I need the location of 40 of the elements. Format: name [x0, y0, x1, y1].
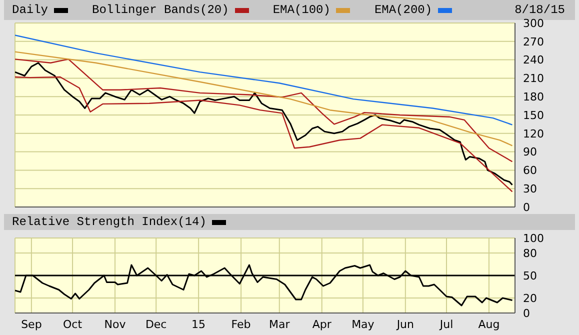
- x-tick-label: 15: [192, 318, 206, 331]
- x-tick-label: May: [352, 318, 375, 331]
- y-tick-label: 20: [523, 292, 537, 305]
- y-tick-label: 180: [523, 90, 544, 104]
- line-series: [15, 51, 513, 146]
- x-tick-label: Dec: [145, 318, 167, 331]
- y-tick-label: 120: [523, 127, 544, 140]
- legend-label: Bollinger Bands(20): [92, 3, 229, 17]
- line-series: [15, 58, 513, 162]
- y-tick-label: 0: [523, 306, 530, 320]
- y-tick-label: 50: [523, 269, 537, 282]
- x-tick-label: Aug: [478, 318, 500, 331]
- line-series: [15, 76, 513, 192]
- line-series: [15, 264, 514, 306]
- y-tick-label: 210: [523, 72, 544, 86]
- y-tick-label: 30: [523, 182, 537, 196]
- y-tick-label: 240: [523, 54, 544, 67]
- line-series: [15, 62, 514, 186]
- legend-label: EMA(200): [374, 3, 432, 17]
- x-tick-label: Oct: [63, 318, 83, 331]
- x-tick-label: Apr: [312, 318, 332, 331]
- y-tick-label: 100: [523, 232, 544, 245]
- y-tick-label: 0: [523, 200, 530, 214]
- x-tick-label: Mar: [269, 318, 290, 331]
- y-tick-label: 300: [523, 16, 544, 30]
- x-tick-label: Jul: [438, 318, 454, 331]
- legend-label: EMA(100): [272, 3, 330, 17]
- y-tick-label: 60: [523, 164, 537, 178]
- y-tick-label: 150: [523, 108, 544, 122]
- x-tick-label: Sep: [21, 318, 42, 331]
- text: 8/18/15: [514, 3, 565, 17]
- legend-label: Relative Strength Index(14): [12, 215, 206, 229]
- x-tick-label: Nov: [104, 318, 126, 331]
- x-tick-label: Jun: [396, 318, 414, 331]
- line-series: [15, 34, 513, 126]
- y-tick-label: 80: [523, 246, 537, 260]
- legend-label: Daily: [12, 3, 48, 17]
- x-tick-label: Feb: [231, 318, 251, 331]
- y-tick-label: 90: [523, 146, 537, 159]
- y-tick-label: 270: [523, 35, 544, 48]
